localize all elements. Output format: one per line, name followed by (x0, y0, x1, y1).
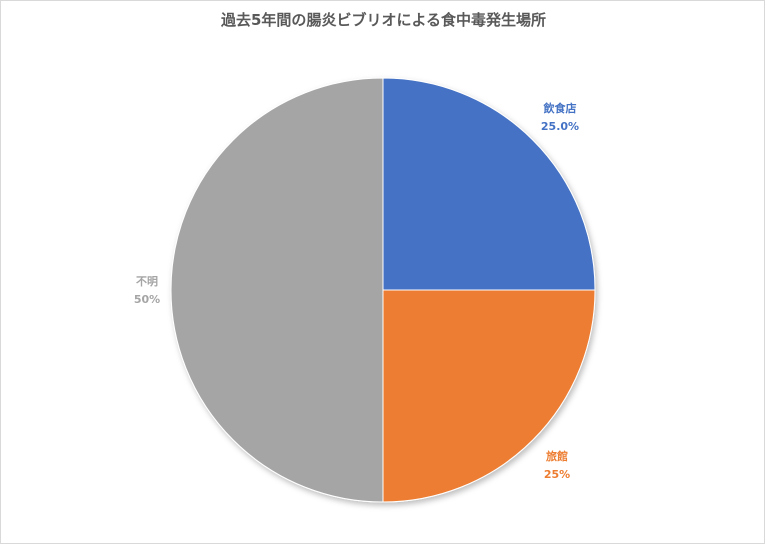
slice-label-2: 不明 50% (134, 275, 160, 306)
slice-label-1-name: 旅館 (546, 449, 568, 463)
slice-label-1-value: 25% (544, 468, 570, 481)
pie-slice-1 (382, 289, 596, 503)
pie-slice-0 (382, 77, 596, 291)
slice-label-2-value: 50% (134, 293, 160, 306)
slice-label-2-name: 不明 (136, 275, 158, 288)
slice-label-0-name: 飲食店 (543, 101, 577, 115)
pie-slice-2 (170, 77, 384, 503)
slice-label-0: 飲食店 25.0% (541, 101, 579, 133)
slice-label-0-value: 25.0% (541, 120, 579, 133)
chart-title: 過去5年間の腸炎ビブリオによる食中毒発生場所 (221, 11, 546, 29)
slice-label-1: 旅館 25% (544, 449, 570, 481)
